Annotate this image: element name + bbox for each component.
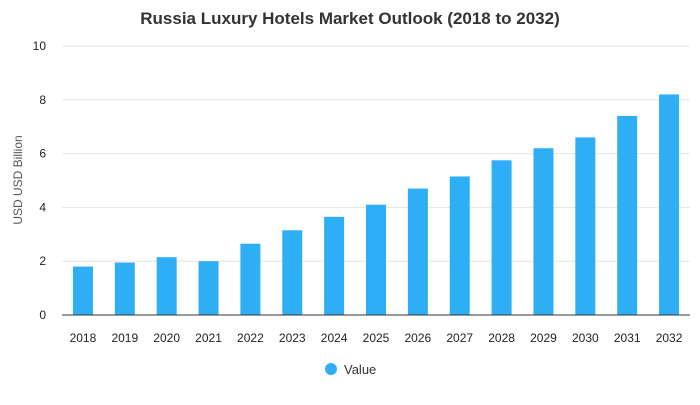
y-axis-ticks: 0 2 4 6 8 10 [33, 39, 47, 322]
bar-2030[interactable] [575, 137, 596, 315]
legend: Value [325, 362, 376, 377]
x-tick-label: 2029 [530, 331, 557, 345]
y-tick-label: 2 [39, 254, 46, 268]
y-tick-label: 4 [39, 200, 46, 214]
x-tick-label: 2022 [237, 331, 264, 345]
x-tick-label: 2021 [195, 331, 222, 345]
y-tick-label: 8 [39, 93, 46, 107]
x-tick-label: 2028 [488, 331, 515, 345]
bar-2024[interactable] [324, 216, 345, 315]
bar-2031[interactable] [617, 115, 638, 315]
y-tick-label: 10 [33, 39, 47, 53]
bar-2020[interactable] [156, 257, 177, 315]
bar-2026[interactable] [407, 188, 428, 315]
x-tick-label: 2030 [572, 331, 599, 345]
chart-title: Russia Luxury Hotels Market Outlook (201… [140, 9, 559, 28]
x-axis-ticks: 2018 2019 2020 2021 2022 2023 2024 2025 2026 2027… [70, 331, 683, 345]
legend-marker-value [325, 363, 337, 375]
y-tick-label: 6 [39, 147, 46, 161]
bar-2022[interactable] [240, 243, 261, 315]
x-tick-label: 2024 [321, 331, 348, 345]
x-tick-label: 2023 [279, 331, 306, 345]
x-tick-label: 2018 [70, 331, 97, 345]
bar-2029[interactable] [533, 148, 554, 315]
bars [72, 94, 680, 315]
bar-2019[interactable] [114, 262, 135, 315]
x-tick-label: 2026 [405, 331, 432, 345]
x-tick-label: 2031 [614, 331, 641, 345]
x-tick-label: 2027 [446, 331, 473, 345]
legend-label-value: Value [344, 362, 376, 377]
bar-2027[interactable] [449, 176, 470, 315]
x-tick-label: 2019 [111, 331, 138, 345]
bar-2025[interactable] [366, 204, 386, 315]
y-tick-label: 0 [39, 308, 46, 322]
bar-2018[interactable] [72, 266, 93, 315]
x-tick-label: 2020 [153, 331, 180, 345]
bar-2032[interactable] [659, 94, 680, 315]
bar-2028[interactable] [491, 160, 512, 315]
x-tick-label: 2032 [656, 331, 683, 345]
x-tick-label: 2025 [363, 331, 390, 345]
bar-2023[interactable] [282, 230, 303, 315]
y-axis-label: USD USD Billion [11, 135, 25, 224]
bar-2021[interactable] [198, 261, 219, 315]
